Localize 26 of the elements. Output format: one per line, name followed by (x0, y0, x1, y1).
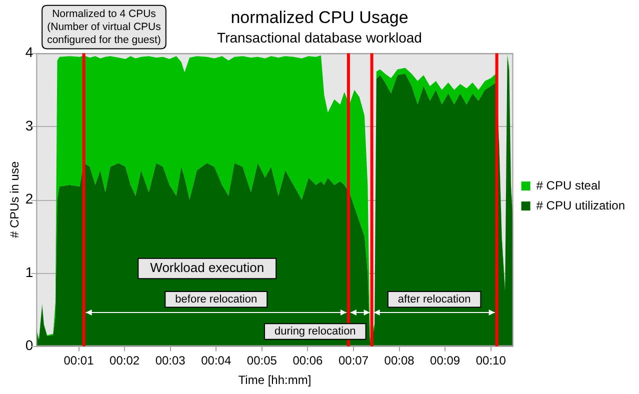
x-tick-label: 00:06 (292, 354, 324, 368)
legend-label: # CPU utilization (536, 198, 626, 212)
x-tick-label: 00:05 (246, 354, 278, 368)
annotation: Workload execution (150, 260, 264, 276)
y-tick-label: 4 (25, 44, 34, 60)
chart-subtitle: Transactional database workload (217, 30, 422, 46)
annotation: during relocation (274, 326, 356, 338)
x-tick-label: 00:10 (476, 354, 506, 368)
x-tick-label: 00:08 (384, 354, 415, 368)
legend-label: # CPU steal (536, 178, 600, 192)
annotation: before relocation (175, 293, 258, 306)
x-tick-label: 00:03 (155, 354, 186, 368)
y-tick-label: 1 (25, 264, 34, 280)
text: Normalized to 4 CPUs (Number of virtual CPUs configured for the guest) (47, 8, 161, 46)
x-tick-label: 00:04 (201, 354, 232, 368)
y-tick-label: 0 (25, 337, 34, 354)
x-tick-label: 00:01 (64, 354, 94, 368)
x-axis-title: Time [hh:mm] (238, 373, 312, 388)
annotation: after relocation (398, 293, 471, 306)
y-tick-label: 2 (25, 190, 34, 207)
y-tick-label: 3 (25, 117, 34, 134)
x-tick-label: 00:07 (338, 354, 369, 368)
chart-title: normalized CPU Usage (230, 8, 408, 27)
x-tick-label: 00:09 (430, 354, 460, 368)
x-tick-label: 00:02 (110, 354, 140, 368)
y-axis-title: # CPUs in use (8, 161, 22, 238)
